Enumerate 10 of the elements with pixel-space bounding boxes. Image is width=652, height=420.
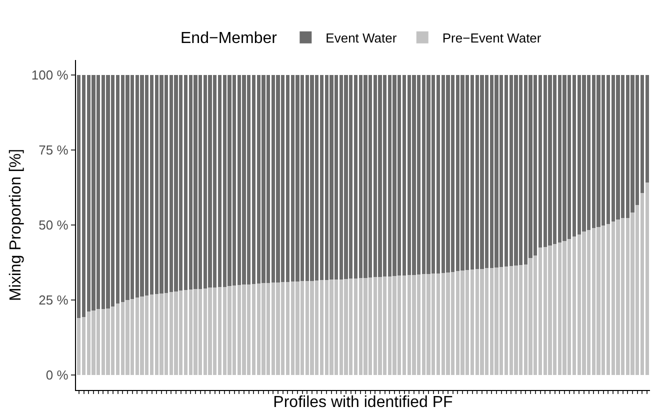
legend-label: Pre−Event Water (442, 30, 542, 46)
y-tick-label: 25 % (38, 292, 69, 308)
x-axis-title: Profiles with identified PF (273, 394, 454, 411)
y-tick-label: 50 % (38, 218, 69, 233)
y-tick-label: 75 % (38, 142, 69, 158)
legend-title: End−Member (180, 30, 278, 48)
y-tick-label: 0 % (46, 368, 69, 383)
legend-label: Event Water (326, 30, 398, 46)
y-tick-label: 100 % (31, 68, 69, 83)
y-axis-title: Mixing Proportion [%] (7, 148, 24, 302)
